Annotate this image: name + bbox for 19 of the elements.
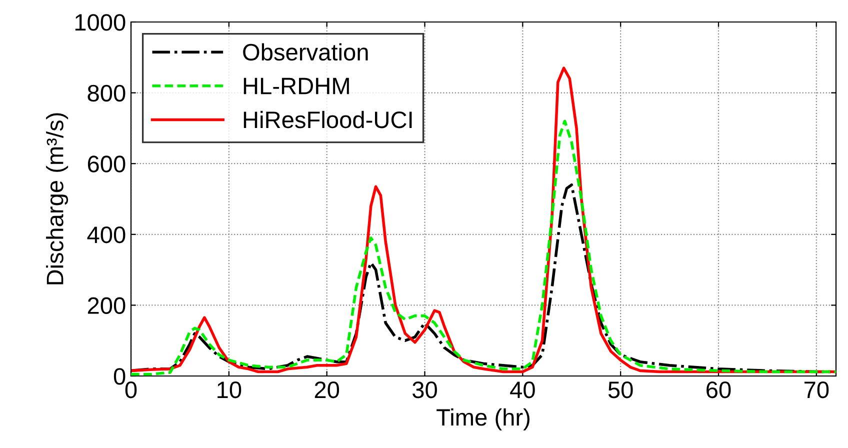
legend-label: Observation <box>243 43 368 61</box>
x-tick-label: 10 <box>218 381 242 398</box>
x-axis-title: Time (hr) <box>436 408 530 430</box>
y-tick-label: 800 <box>88 84 126 102</box>
x-tick-label: 40 <box>510 381 535 398</box>
y-tick-label: 600 <box>88 156 126 172</box>
x-tick-label: 70 <box>804 381 829 398</box>
x-tick-label: 60 <box>706 381 731 398</box>
x-tick-label: 50 <box>608 381 633 398</box>
y-axis-title: Discharge (m³/s) <box>46 113 68 284</box>
legend-label: HL-RDHM <box>244 78 349 94</box>
x-tick-label: 20 <box>314 381 340 398</box>
y-tick-label: 1000 <box>75 14 126 31</box>
x-tick-label: 30 <box>412 381 437 398</box>
y-tick-label: 200 <box>88 297 126 314</box>
y-tick-label: 400 <box>87 226 126 244</box>
x-tick-label: 0 <box>125 381 137 398</box>
legend-label: HiResFlood-UCI <box>244 110 412 128</box>
y-tick-label: 0 <box>114 368 126 385</box>
